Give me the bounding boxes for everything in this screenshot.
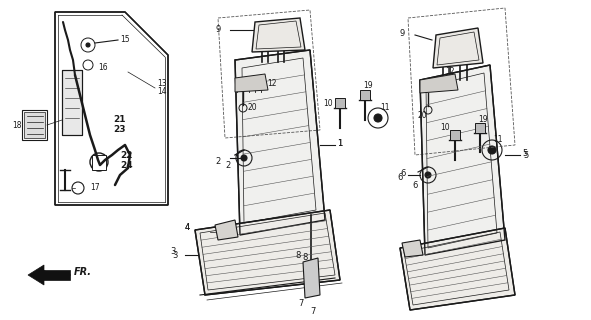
Polygon shape <box>400 228 515 310</box>
Text: 12: 12 <box>267 79 277 89</box>
Polygon shape <box>235 74 268 92</box>
Text: 21: 21 <box>113 116 125 124</box>
Polygon shape <box>335 98 345 108</box>
Text: 22: 22 <box>120 150 132 159</box>
Text: 20: 20 <box>248 102 258 111</box>
Polygon shape <box>433 28 483 68</box>
Text: 8: 8 <box>303 253 308 262</box>
Text: 19: 19 <box>478 116 488 124</box>
Text: 24: 24 <box>120 161 132 170</box>
Text: 9: 9 <box>400 29 405 38</box>
Polygon shape <box>28 265 44 285</box>
Polygon shape <box>195 210 340 295</box>
Circle shape <box>374 114 382 122</box>
Text: 19: 19 <box>363 82 372 91</box>
Polygon shape <box>235 50 325 235</box>
Text: 6: 6 <box>400 170 405 179</box>
Text: 1: 1 <box>337 140 342 148</box>
Circle shape <box>488 146 496 154</box>
Text: FR.: FR. <box>74 267 92 277</box>
Polygon shape <box>38 270 70 280</box>
Polygon shape <box>303 258 320 298</box>
Text: 13: 13 <box>157 78 167 87</box>
Text: 6: 6 <box>398 173 403 182</box>
Polygon shape <box>252 18 305 52</box>
Polygon shape <box>420 65 505 255</box>
Polygon shape <box>62 70 82 135</box>
Text: 10: 10 <box>440 123 450 132</box>
Polygon shape <box>450 130 460 140</box>
Polygon shape <box>475 123 485 133</box>
Bar <box>22 110 47 140</box>
Text: 18: 18 <box>12 121 21 130</box>
Text: 15: 15 <box>120 35 129 44</box>
Bar <box>24 112 45 138</box>
Text: 12: 12 <box>445 68 454 76</box>
Text: 2: 2 <box>215 157 220 166</box>
Text: 5: 5 <box>523 150 528 159</box>
Text: 6: 6 <box>412 180 417 189</box>
Text: 3: 3 <box>172 251 177 260</box>
Text: 4: 4 <box>185 223 190 233</box>
Text: 9: 9 <box>215 26 220 35</box>
Text: 7: 7 <box>298 299 303 308</box>
Text: 11: 11 <box>493 135 502 145</box>
Text: 14: 14 <box>157 86 167 95</box>
Text: 20: 20 <box>418 111 428 121</box>
Text: 10: 10 <box>323 99 333 108</box>
Text: 16: 16 <box>98 62 108 71</box>
Text: 17: 17 <box>90 183 100 193</box>
Circle shape <box>241 155 247 161</box>
Text: 4: 4 <box>185 223 190 233</box>
Text: 1: 1 <box>337 140 342 148</box>
Polygon shape <box>420 74 458 93</box>
Circle shape <box>425 172 431 178</box>
Polygon shape <box>92 155 106 170</box>
Polygon shape <box>402 240 423 257</box>
Text: 8: 8 <box>295 251 300 260</box>
Text: 2: 2 <box>225 161 230 170</box>
Text: 11: 11 <box>380 102 389 111</box>
Text: 5: 5 <box>522 149 527 158</box>
Text: 7: 7 <box>310 308 316 316</box>
Text: 3: 3 <box>170 247 176 257</box>
Text: 23: 23 <box>113 125 125 134</box>
Polygon shape <box>360 90 370 100</box>
Polygon shape <box>215 220 238 240</box>
Circle shape <box>86 43 90 47</box>
